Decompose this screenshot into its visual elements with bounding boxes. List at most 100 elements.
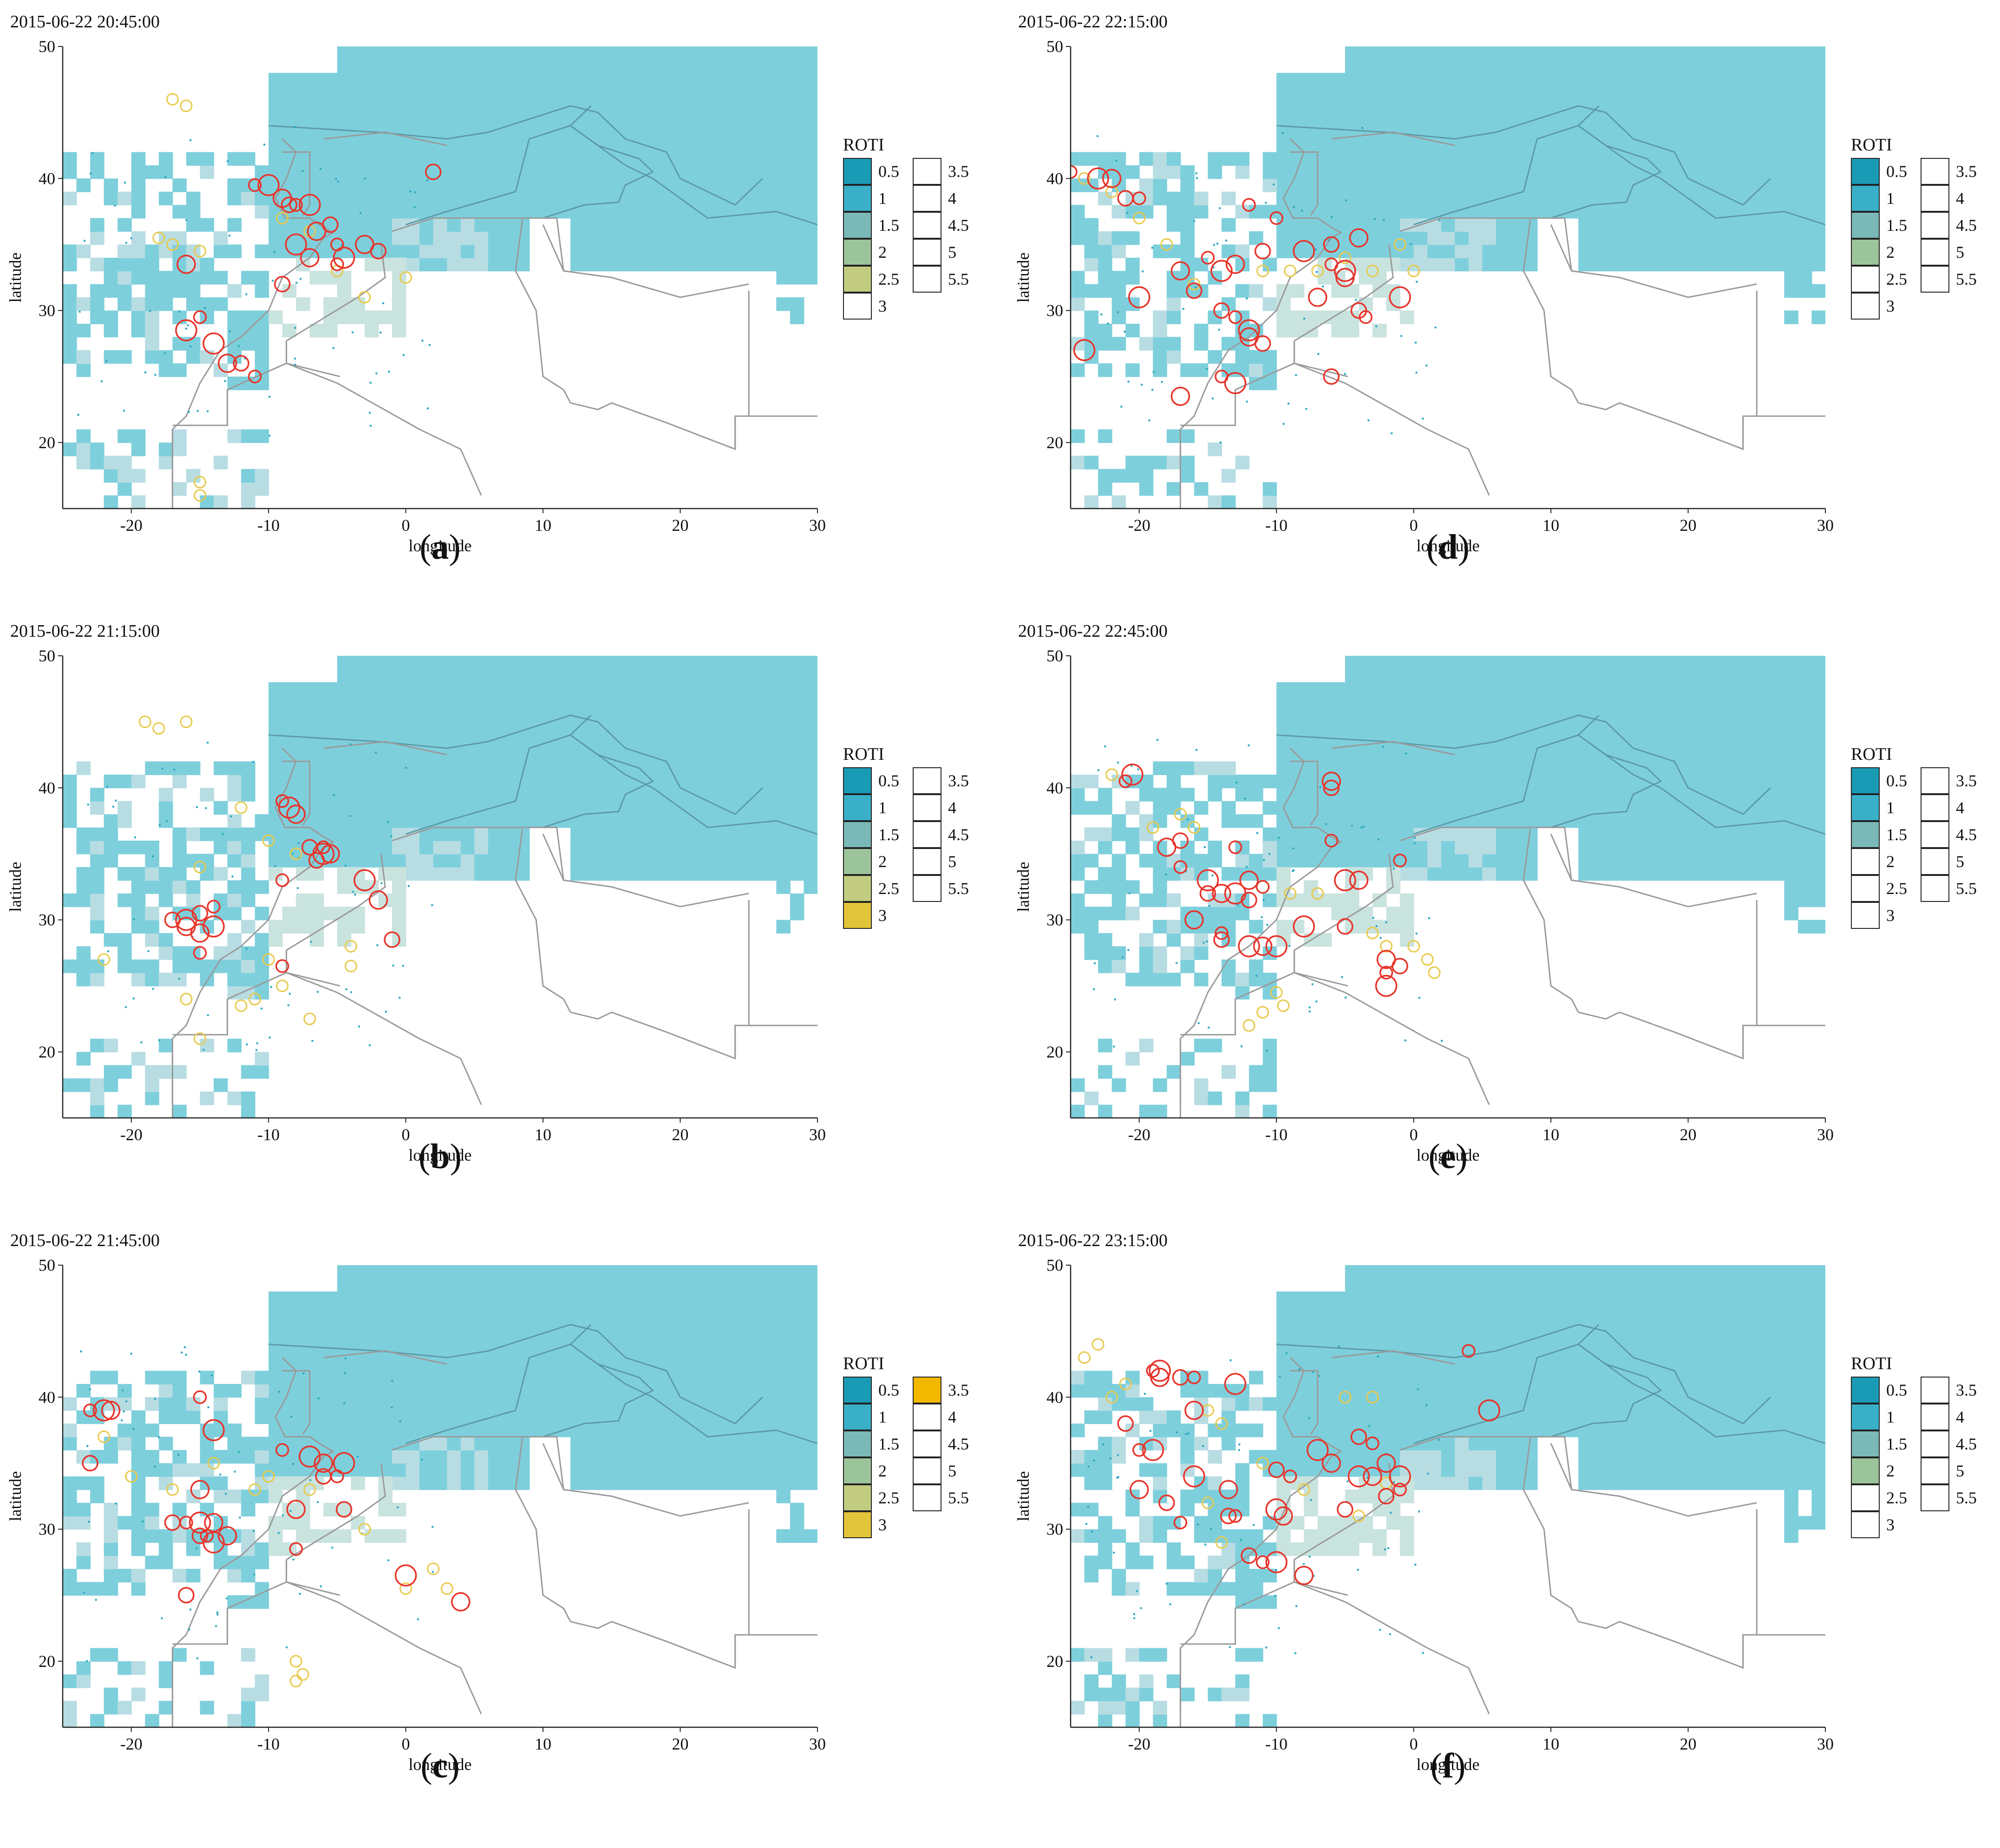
legend-label: 1.5 — [878, 1435, 899, 1453]
roti-ring-high — [1462, 1344, 1476, 1358]
legend-label: 2 — [1886, 1462, 1895, 1480]
legend-swatch — [1851, 794, 1880, 821]
legend-label: 2.5 — [1886, 879, 1907, 898]
x-axis-title: longitude — [1417, 1755, 1480, 1774]
roti-ring-high — [175, 319, 197, 341]
roti-ring-low — [1393, 238, 1406, 251]
roti-ring-high — [193, 310, 207, 324]
roti-ring-low — [248, 993, 261, 1006]
roti-ring-high — [1118, 774, 1132, 788]
y-tick-label: 40 — [39, 778, 55, 797]
legend-swatch — [913, 185, 941, 212]
roti-ring-high — [1324, 834, 1339, 848]
legend-title: ROTI — [843, 744, 884, 764]
legend-label: 2.5 — [878, 270, 899, 288]
roti-ring-high — [289, 1542, 303, 1556]
y-axis-title: latitude — [6, 862, 25, 912]
roti-ring-high — [1268, 1461, 1285, 1478]
roti-ring-high — [189, 1511, 211, 1534]
legend-swatch — [843, 266, 872, 293]
y-tick-label: 30 — [39, 301, 55, 320]
roti-ring-low — [1105, 185, 1118, 198]
roti-ring-high — [353, 869, 376, 892]
legend-label: 3 — [878, 1515, 887, 1534]
roti-ring-high — [1323, 779, 1340, 797]
roti-ring-high — [1393, 1482, 1407, 1497]
legend-label: 5 — [1956, 852, 1964, 871]
roti-ring-low — [1277, 999, 1290, 1012]
roti-ring-high — [164, 911, 181, 928]
legend-swatch — [1851, 875, 1880, 902]
legend-label: 1 — [878, 189, 887, 208]
legend-label: 5.5 — [948, 270, 969, 288]
legend-swatch — [1851, 902, 1880, 929]
roti-ring-high — [207, 900, 221, 914]
panel-caption-letter: c — [432, 1746, 448, 1785]
legend-swatch — [913, 848, 941, 875]
roti-ring-high — [1073, 339, 1096, 361]
legend-swatch — [1921, 158, 1949, 185]
station-dots — [1085, 1345, 1440, 1659]
legend-swatch — [1921, 1377, 1949, 1404]
roti-ring-high — [1349, 228, 1369, 248]
roti-ring-high — [1183, 1465, 1205, 1488]
legend-swatch — [1851, 1377, 1880, 1404]
panel-timestamp: 2015-06-22 20:45:00 — [10, 12, 160, 32]
roti-ring-high — [299, 194, 321, 216]
roti-coverage-tiles — [1071, 1265, 1825, 1727]
x-axis-title: longitude — [409, 1755, 472, 1774]
legend-label: 3.5 — [948, 1381, 969, 1399]
panel-caption-letter: b — [430, 1137, 450, 1176]
roti-ring-high — [394, 1564, 417, 1587]
legend-title: ROTI — [1851, 1354, 1892, 1373]
legend-swatch — [843, 1511, 872, 1538]
x-tick-label: 20 — [672, 516, 689, 535]
roti-ring-high — [1254, 335, 1271, 352]
roti-ring-low — [1421, 953, 1434, 966]
roti-ring-high — [384, 931, 400, 948]
roti-coverage-tiles — [63, 656, 817, 1118]
roti-ring-low — [303, 1012, 316, 1025]
legend-label: 2.5 — [1886, 1489, 1907, 1507]
roti-ring-high — [1173, 860, 1188, 874]
legend-label: 5 — [948, 852, 956, 871]
x-tick-label: 10 — [1542, 1735, 1559, 1753]
legend-swatch — [1851, 1511, 1880, 1538]
x-tick-label: 0 — [402, 1125, 410, 1144]
legend-label: 3 — [878, 906, 887, 925]
roti-ring-low — [1311, 887, 1324, 900]
roti-ring-low — [344, 940, 357, 953]
roti-ring-low — [152, 231, 165, 244]
roti-ring-low — [248, 1483, 261, 1496]
legend-label: 3.5 — [1956, 1381, 1977, 1399]
y-axis-title: latitude — [6, 1471, 25, 1521]
roti-ring-high — [191, 905, 209, 922]
roti-high-rings — [1071, 165, 1411, 406]
panel-caption-letter: e — [1440, 1137, 1456, 1176]
legend-label: 5 — [948, 243, 956, 261]
legend-label: 2 — [878, 243, 887, 261]
roti-ring-low — [1256, 1456, 1269, 1469]
legend-swatch — [843, 767, 872, 794]
roti-ring-high — [1366, 1437, 1379, 1450]
legend-swatch — [843, 821, 872, 848]
roti-ring-low — [1256, 1006, 1269, 1019]
x-tick-label: 10 — [1542, 1125, 1559, 1144]
legend-swatch — [843, 848, 872, 875]
roti-ring-low — [1188, 278, 1201, 291]
legend-label: 5.5 — [948, 1489, 969, 1507]
map-svg: -20 -10 0 10 20 30 20 30 40 50 longitude latitude — [1014, 1256, 1834, 1774]
roti-ring-high — [1173, 1515, 1188, 1530]
panel-timestamp: 2015-06-22 21:15:00 — [10, 621, 160, 641]
legend-label: 1 — [878, 798, 887, 817]
x-tick-label: 20 — [1680, 1735, 1697, 1753]
legend-label: 4.5 — [948, 1435, 969, 1453]
legend-label: 5 — [1956, 243, 1964, 261]
y-tick-label: 20 — [39, 1652, 55, 1671]
y-tick-label: 30 — [39, 911, 55, 929]
x-axis-title: longitude — [409, 536, 472, 555]
y-tick-label: 20 — [39, 433, 55, 452]
x-tick-label: 0 — [1410, 516, 1418, 535]
roti-ring-high — [248, 178, 262, 192]
map-panel-c: 2015-06-22 21:45:00 -20 -10 0 10 20 30 20 30 40 50… — [0, 1219, 999, 1822]
